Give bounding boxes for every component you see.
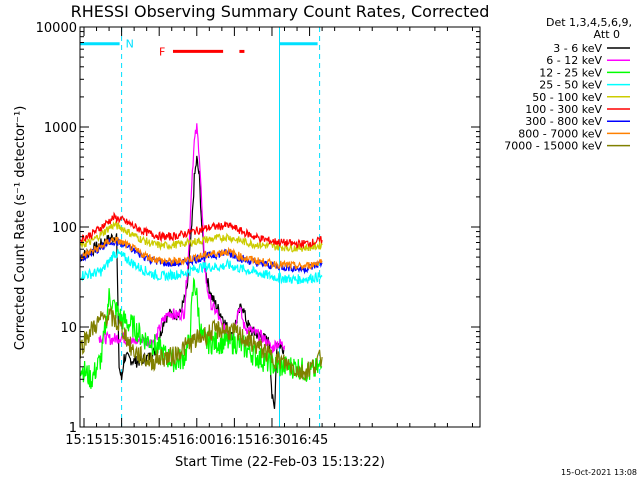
legend-entry-label: 12 - 25 keV xyxy=(539,66,602,79)
y-tick-label: 100 xyxy=(52,221,77,236)
x-tick-label: 16:45 xyxy=(291,433,328,448)
y-axis-label: Corrected Count Rate (s⁻¹ detector⁻¹) xyxy=(13,106,28,351)
y-tick-label: 10000 xyxy=(36,21,77,36)
x-tick-label: 15:30 xyxy=(103,433,140,448)
legend-entry-label: 100 - 300 keV xyxy=(525,103,602,116)
y-tick-label: 1000 xyxy=(44,121,77,136)
chart-title: RHESSI Observing Summary Count Rates, Co… xyxy=(71,2,490,21)
series-line-3 xyxy=(79,249,323,285)
axes: 1 10 100 1000 10000 15:15 15:30 15:45 16:00 16:15… xyxy=(36,21,480,448)
x-tick-label: 15:15 xyxy=(65,433,102,448)
series-line-2 xyxy=(79,277,323,389)
x-tick-label: 16:15 xyxy=(216,433,253,448)
legend-header: Att 0 xyxy=(594,28,620,41)
series-line-8 xyxy=(79,305,323,381)
legend-entry-label: 7000 - 15000 keV xyxy=(504,140,602,153)
footer-timestamp: 15-Oct-2021 13:08 xyxy=(561,468,637,477)
x-tick-label: 16:30 xyxy=(253,433,290,448)
legend-entry-label: 6 - 12 keV xyxy=(546,54,602,67)
legend-entry-label: 3 - 6 keV xyxy=(553,42,602,55)
series-layer xyxy=(79,123,323,409)
series-line-4 xyxy=(79,219,323,253)
legend-header: Det 1,3,4,5,6,9, xyxy=(546,16,632,29)
series-line-0 xyxy=(79,155,285,409)
annotations: NF xyxy=(80,27,321,427)
night-label: N xyxy=(126,38,134,51)
y-tick-label: 10 xyxy=(60,321,77,336)
legend-entry-label: 800 - 7000 keV xyxy=(518,127,602,140)
series-line-5 xyxy=(80,211,323,249)
legend-entry-label: 50 - 100 keV xyxy=(532,91,602,104)
x-tick-label: 16:00 xyxy=(178,433,215,448)
x-axis-label: Start Time (22-Feb-03 15:13:22) xyxy=(175,455,385,470)
legend-entry-label: 25 - 50 keV xyxy=(539,79,602,92)
x-tick-label: 15:45 xyxy=(140,433,177,448)
series-line-7 xyxy=(79,236,323,271)
legend-entry-label: 300 - 800 keV xyxy=(525,115,602,128)
flare-label: F xyxy=(159,45,165,58)
y-tick-label: 1 xyxy=(69,421,77,436)
